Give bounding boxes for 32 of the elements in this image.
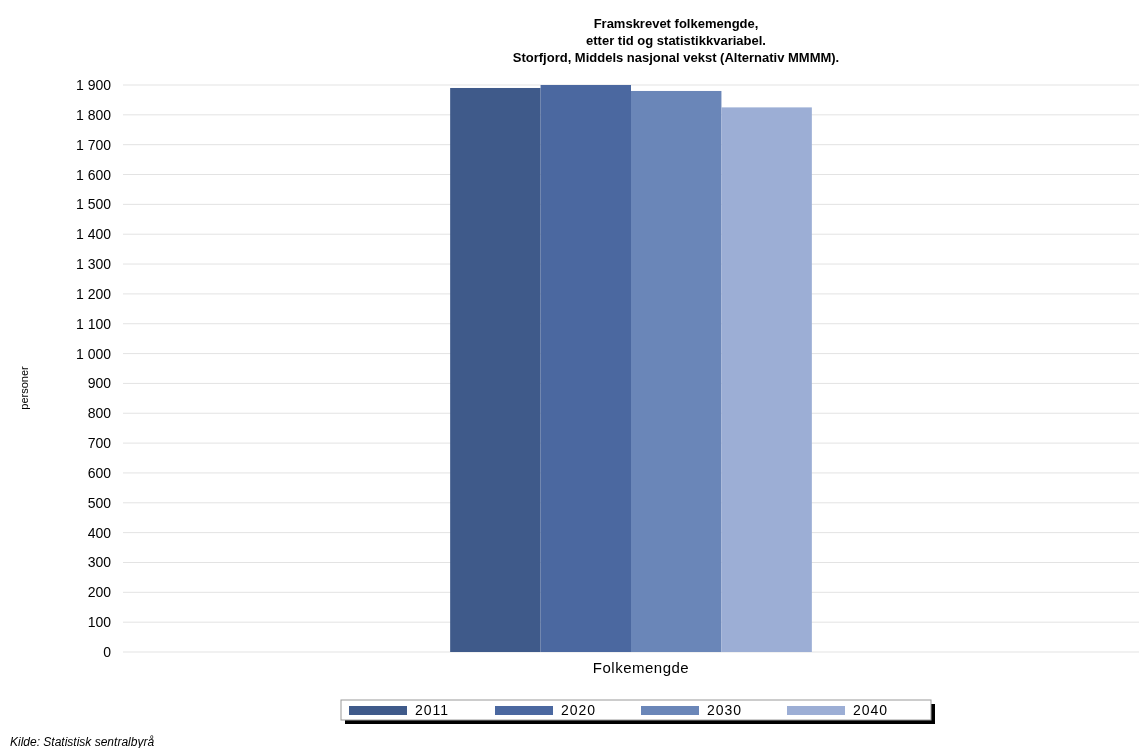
y-tick-label: 1 700 bbox=[75, 136, 112, 153]
y-tick-label: 1 000 bbox=[75, 345, 112, 362]
y-tick-label: 1 200 bbox=[75, 285, 112, 302]
x-tick-label: Folkemengde bbox=[592, 659, 690, 676]
y-tick-label: 1 500 bbox=[75, 196, 112, 213]
y-tick-label: 900 bbox=[87, 375, 112, 392]
y-tick-label: 100 bbox=[87, 614, 112, 631]
bar bbox=[721, 107, 812, 652]
y-tick-label: 700 bbox=[87, 435, 112, 452]
y-tick-label: 600 bbox=[87, 464, 112, 481]
y-tick-label: 200 bbox=[87, 584, 112, 601]
y-axis-title: personer bbox=[18, 365, 30, 410]
y-tick-label: 1 900 bbox=[75, 77, 112, 93]
y-tick-label: 300 bbox=[87, 554, 112, 571]
text: Kilde: Statistisk sentralbyrå bbox=[10, 735, 155, 748]
bar bbox=[540, 85, 631, 652]
y-tick-label: 1 100 bbox=[75, 315, 112, 332]
bar bbox=[631, 90, 722, 652]
legend-label: 2011 bbox=[415, 702, 450, 718]
y-tick-label: 1 300 bbox=[75, 256, 112, 273]
y-tick-label: 800 bbox=[87, 405, 112, 422]
y-tick-label: 0 bbox=[103, 644, 112, 660]
bar bbox=[450, 87, 541, 652]
y-tick-label: 500 bbox=[87, 494, 112, 511]
y-tick-label: 400 bbox=[87, 524, 112, 541]
legend-label: 2040 bbox=[853, 702, 889, 718]
chart-title: Framskrevet folkemengde, etter tid og statistikkvariabel. Storfjord, Middels nasjonal vekst (Alternativ MMMM). bbox=[512, 16, 840, 65]
y-tick-label: 1 800 bbox=[75, 106, 112, 123]
y-tick-label: 1 400 bbox=[75, 226, 112, 243]
legend-label: 2020 bbox=[561, 702, 597, 718]
y-tick-label: 1 600 bbox=[75, 166, 112, 183]
legend-label: 2030 bbox=[707, 702, 743, 718]
